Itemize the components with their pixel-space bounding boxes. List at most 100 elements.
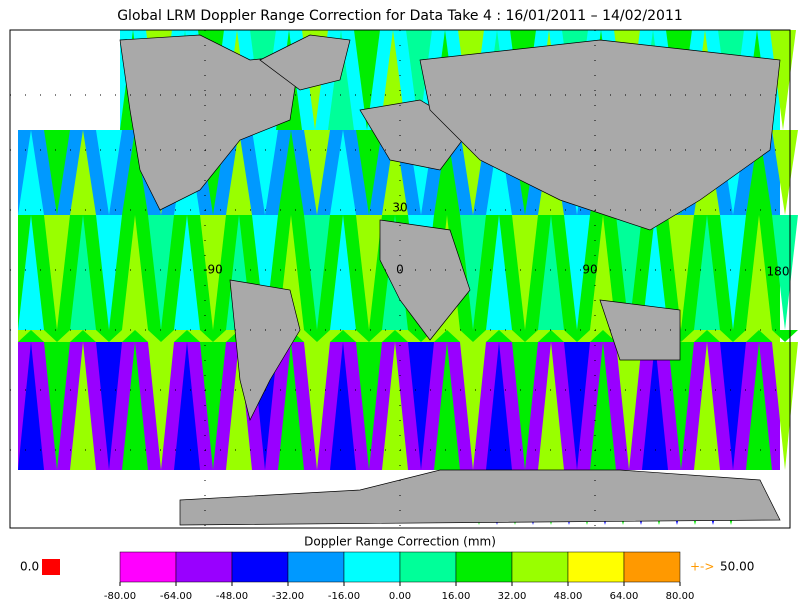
swath [460,330,486,342]
swath [486,215,512,330]
land [229,279,301,422]
swath [96,130,122,215]
colorbar-tick-label: -48.00 [216,591,248,600]
swath [18,130,44,215]
swath [564,215,590,330]
swath [252,215,278,330]
swath [434,342,460,470]
nodata-swatch [42,559,60,575]
swath [694,342,720,470]
swath [354,30,380,130]
swath [720,330,746,342]
swath [278,130,304,215]
colorbar-tick-label: -80.00 [104,591,136,600]
swath [70,342,96,470]
land [119,34,301,211]
swath [226,130,252,215]
swath [356,215,382,330]
colorbar-segment [343,551,401,583]
swath [434,130,460,215]
grid-label: 180 [767,265,790,279]
swath [356,342,382,470]
colorbar-segment [175,551,233,583]
swath [174,342,200,470]
swath [460,342,486,470]
swath [330,330,356,342]
colorbar-segment [119,551,177,583]
swath [538,215,564,330]
swath [538,342,564,470]
swath [148,330,174,342]
swath [616,215,642,330]
swath [590,330,616,342]
swath [304,330,330,342]
swath [486,130,512,215]
swath [408,342,434,470]
swath [564,342,590,470]
swath [330,215,356,330]
colorbar-tick-label: 48.00 [554,591,583,600]
swath [122,330,148,342]
swath [668,215,694,330]
swath [148,215,174,330]
swath [18,342,44,470]
swath [746,215,772,330]
colorbar-tick-label: 32.00 [498,591,527,600]
colorbar-segment [455,551,513,583]
swath [406,30,432,130]
swath [174,330,200,342]
swath [122,215,148,330]
colorbar-tick-label: -32.00 [272,591,304,600]
swath [44,330,70,342]
swath [512,342,538,470]
swath [642,215,668,330]
swath [772,342,798,470]
swath [694,215,720,330]
colorbar-tick-label: -64.00 [160,591,192,600]
colorbar-tick-label: 16.00 [442,591,471,600]
map-frame [9,29,791,529]
swath [148,342,174,470]
colorbar-segment [287,551,345,583]
swath [382,130,408,215]
map-title: Global LRM Doppler Range Correction for … [117,8,683,24]
swath [44,342,70,470]
swath [460,215,486,330]
swath [330,342,356,470]
colorbar-segment [399,551,457,583]
map: 30 -90 0 90 180 [10,30,798,528]
swath [330,130,356,215]
swath [44,215,70,330]
colorbar-segment [511,551,569,583]
swath [304,215,330,330]
swath [382,330,408,342]
swath [720,342,746,470]
land [379,219,471,341]
swath [590,342,616,470]
overflow-value: 50.00 [720,560,754,574]
overflow-symbol: +-> [690,560,714,574]
swath [564,330,590,342]
swath [200,330,226,342]
swath [746,342,772,470]
swath [70,215,96,330]
swath [304,342,330,470]
grid-label: 90 [582,263,597,277]
land [259,34,351,91]
swath [356,130,382,215]
swath [616,342,642,470]
swath [70,330,96,342]
swath [70,130,96,215]
swath [200,215,226,330]
swath [328,30,354,130]
colorbar-tick-label: 64.00 [610,591,639,600]
colorbar-tick-label: -16.00 [328,591,360,600]
colorbar-tick-label: 80.00 [666,591,695,600]
swath [746,130,772,215]
grid-label: 30 [392,201,407,215]
land [179,469,781,526]
swath [486,342,512,470]
swath [174,215,200,330]
swath [122,130,148,215]
